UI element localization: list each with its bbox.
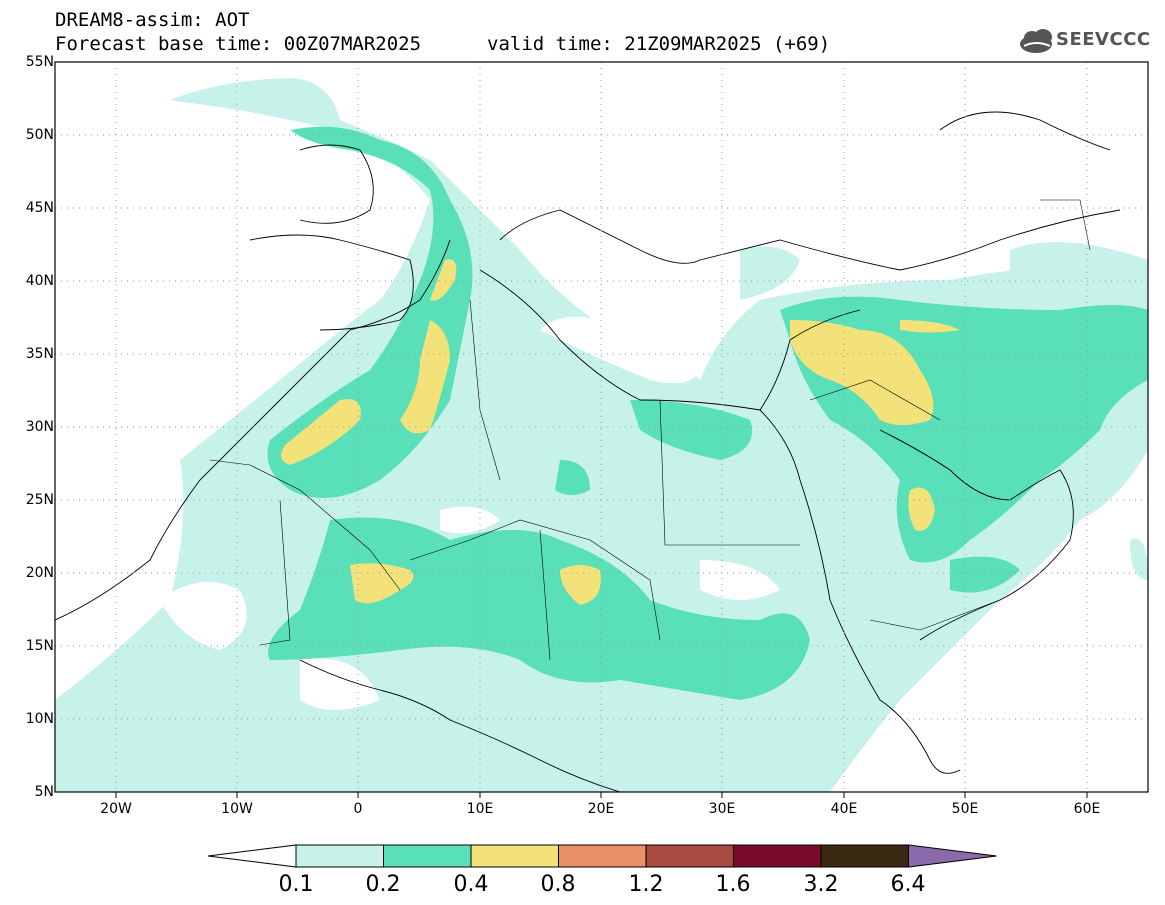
lon-label: 30E	[708, 801, 736, 817]
lat-label: 25N	[25, 492, 54, 508]
lon-label: 10E	[466, 801, 494, 817]
aot-field	[55, 62, 1148, 792]
legend-label: 0.8	[540, 872, 576, 897]
lon-label: 60E	[1073, 801, 1101, 817]
lat-label: 40N	[25, 273, 54, 289]
lon-label: 40E	[830, 801, 858, 817]
legend-label: 1.6	[715, 872, 751, 897]
lat-label: 20N	[25, 565, 54, 581]
legend-label: 0.2	[365, 872, 401, 897]
valid-time: valid time: 21Z09MAR2025 (+69)	[487, 33, 831, 55]
lat-label: 10N	[25, 711, 54, 727]
lon-label: 0	[353, 801, 363, 817]
axis-ticks	[115, 792, 1088, 798]
cloud-logo-icon	[1020, 29, 1052, 53]
legend-label: 6.4	[890, 872, 926, 897]
chart-title: DREAM8-assim: AOT	[55, 9, 250, 31]
logo-text: SEEVCCC	[1056, 29, 1151, 50]
lat-label: 50N	[25, 127, 54, 143]
lat-label: 30N	[25, 419, 54, 435]
lat-label: 15N	[25, 638, 54, 654]
aot-high-band	[281, 259, 960, 605]
lat-label: 45N	[25, 200, 54, 216]
lat-label: 35N	[25, 346, 54, 362]
lat-label: 5N	[34, 784, 54, 800]
legend-label: 0.4	[453, 872, 489, 897]
lon-label: 10W	[221, 801, 253, 817]
lon-label: 20E	[587, 801, 615, 817]
forecast-base-time: Forecast base time: 00Z07MAR2025	[55, 33, 422, 55]
legend-label: 3.2	[803, 872, 839, 897]
country-borders	[209, 199, 1091, 661]
lon-label: 50E	[951, 801, 979, 817]
legend-label: 0.1	[278, 872, 314, 897]
graticule	[55, 62, 1148, 792]
legend-label: 1.2	[628, 872, 664, 897]
lon-label: 20W	[100, 801, 132, 817]
lat-label: 55N	[25, 54, 54, 70]
